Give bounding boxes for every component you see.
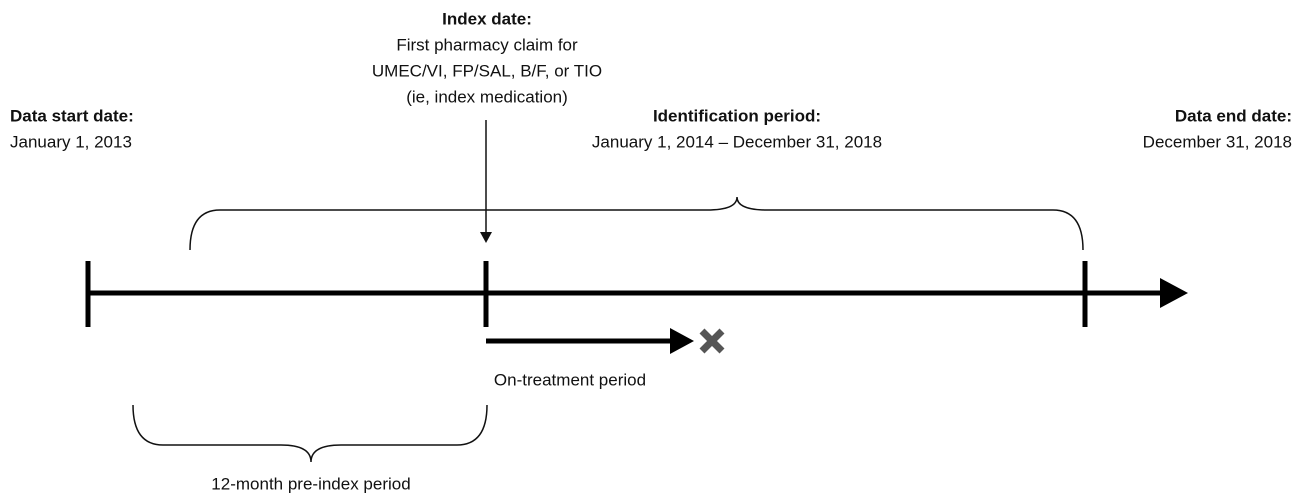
- start-title: Data start date:: [10, 106, 134, 125]
- identification-title: Identification period:: [653, 106, 821, 125]
- treatment-arrowhead: [670, 328, 694, 354]
- end-title: Data end date:: [1175, 106, 1292, 125]
- pre-index-brace: [132, 404, 488, 463]
- identification-brace: [189, 196, 1084, 251]
- index-line: UMEC/VI, FP/SAL, B/F, or TIO: [372, 61, 602, 80]
- identification-range: January 1, 2014 – December 31, 2018: [592, 132, 882, 151]
- timeline-arrowhead: [1160, 278, 1188, 308]
- index-title: Index date:: [442, 9, 532, 28]
- start-date: January 1, 2013: [10, 132, 132, 151]
- index-line: (ie, index medication): [406, 87, 568, 106]
- treatment-label: On-treatment period: [494, 370, 646, 389]
- index-arrowhead: [480, 232, 492, 243]
- discontinuation-mark: [699, 328, 725, 354]
- index-line: First pharmacy claim for: [396, 35, 578, 54]
- pre-index-label: 12-month pre-index period: [211, 474, 410, 493]
- end-date: December 31, 2018: [1143, 132, 1292, 151]
